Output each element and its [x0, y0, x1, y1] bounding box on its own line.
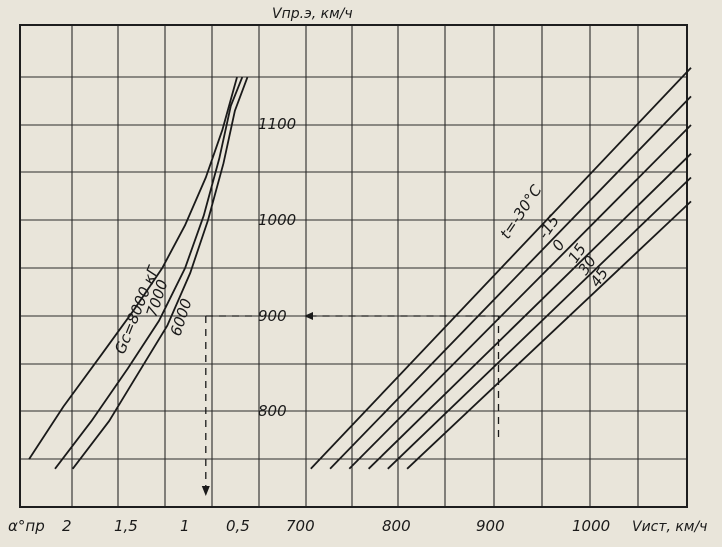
y-tick-label: 900	[258, 307, 287, 325]
x-left-tick-label: 0,5	[226, 517, 250, 535]
x-left-tick-label: 1	[180, 517, 190, 535]
temperature-line-3	[367, 153, 692, 470]
y-axis-title: Vпр.э, км/ч	[272, 6, 353, 22]
chart-curves	[28, 67, 692, 470]
x-right-tick-label: 800	[382, 517, 411, 535]
temperature-line-5	[406, 200, 692, 470]
chart-grid	[20, 25, 687, 507]
x-left-tick-label: 2	[62, 517, 72, 535]
example-arrow-down	[201, 486, 210, 496]
example-path	[201, 312, 500, 496]
y-tick-label: 800	[258, 402, 287, 420]
temperature-line-2	[348, 124, 692, 470]
y-tick-label: 1000	[258, 211, 296, 229]
x-left-axis-title: α°пр	[8, 517, 45, 535]
weight-curve-1	[54, 76, 244, 470]
x-right-tick-label: 1000	[572, 517, 610, 535]
y-tick-label: 1100	[258, 115, 296, 133]
curve-label-6000: 6000	[167, 296, 196, 338]
x-right-tick-label: 900	[476, 517, 505, 535]
x-right-tick-label: 700	[286, 517, 315, 535]
temperature-line-0	[310, 67, 692, 470]
temperature-line-4	[387, 176, 692, 470]
example-arrow-left	[304, 312, 313, 320]
temperature-line-1	[329, 95, 692, 470]
plot-frame	[19, 24, 688, 508]
temp-label-minus15: -15	[534, 212, 563, 242]
weight-curve-0	[28, 77, 238, 460]
x-left-tick-label: 1,5	[114, 517, 138, 535]
weight-curve-2	[71, 76, 249, 470]
x-right-axis-title: Vист, км/ч	[632, 519, 707, 535]
